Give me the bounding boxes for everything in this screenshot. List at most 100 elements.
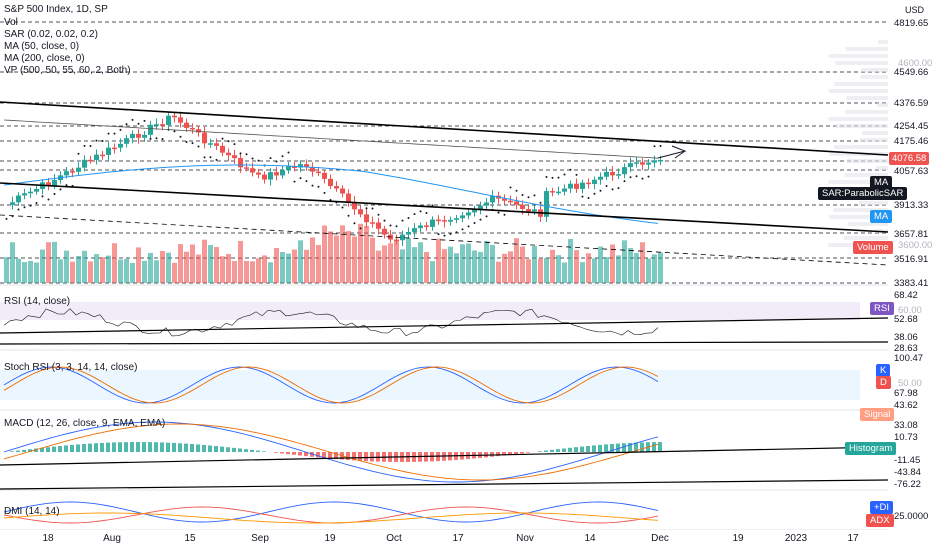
candle-body (184, 122, 189, 128)
stoch-grid-label: 50.00 (898, 378, 922, 389)
volume-bar (508, 251, 513, 283)
candle-body (460, 215, 465, 219)
candle-body (412, 228, 417, 233)
macd-histogram-bar (598, 444, 602, 452)
volume-bar (70, 261, 75, 283)
volume-profile-bar (876, 166, 888, 170)
candle-body (334, 186, 339, 189)
macd-histogram-bar (166, 442, 170, 452)
candle-body (148, 124, 153, 135)
stoch-pane-label[interactable]: Stoch RSI (3, 3, 14, 14, close) (4, 362, 138, 373)
candle-body (178, 117, 183, 123)
volume-bar (64, 250, 69, 283)
volume-bar (268, 262, 273, 283)
volume-bar (112, 243, 117, 283)
volume-bar (190, 244, 195, 283)
macd-histogram-bar (10, 451, 14, 452)
volume-bar (484, 240, 489, 283)
sar-dot (443, 234, 446, 237)
sar-dot (599, 189, 602, 192)
chart-canvas[interactable] (0, 0, 888, 530)
symbol-title[interactable]: S&P 500 Index, 1D, SP (4, 4, 108, 15)
candle-body (550, 191, 555, 193)
candle-body (640, 162, 645, 165)
candle-body (196, 129, 201, 133)
macd-histogram-bar (526, 452, 530, 453)
sar-dot (257, 159, 260, 162)
rsi-line (3, 308, 659, 337)
stoch-level: 100.47 (894, 353, 924, 364)
price-level: 3913.33 (894, 200, 929, 211)
volume-profile-bar (843, 236, 888, 240)
volume-profile-bar (828, 180, 888, 184)
volume-bar (22, 262, 27, 283)
candle-body (160, 124, 165, 126)
sar-dot (197, 145, 200, 148)
macd-histogram-bar (280, 452, 284, 454)
macd-histogram-bar (184, 443, 188, 452)
sar-dot (191, 142, 194, 145)
price-level: 4175.46 (894, 136, 929, 147)
sar-dot (209, 156, 212, 159)
sar-dot (239, 152, 242, 155)
candle-body (172, 115, 177, 118)
candle-body (100, 154, 105, 157)
macd-histogram-bar (304, 452, 308, 457)
macd-histogram-bar (34, 448, 38, 452)
indicator-sar[interactable]: SAR (0.02, 0.02, 0.2) (4, 29, 98, 40)
rsi-band (0, 302, 860, 320)
price-level: 4376.59 (894, 98, 929, 109)
indicator-vp[interactable]: VP (500, 50, 55, 60, 2, Both) (4, 65, 131, 76)
time-tick: 19 (732, 533, 744, 544)
macd-histogram-bar (16, 450, 20, 452)
sar-dot (389, 224, 392, 227)
volume-bar (466, 243, 471, 283)
candle-body (598, 176, 603, 180)
volume-bar (538, 258, 543, 283)
macd-histogram-bar (616, 443, 620, 452)
volume-bar (58, 259, 63, 283)
sar-dot (275, 160, 278, 163)
volume-bar (418, 242, 423, 283)
sar-dot (299, 177, 302, 180)
sar-dot (461, 228, 464, 231)
stoch-d-tag: D (876, 376, 891, 389)
sar-dot (575, 173, 578, 176)
candle-body (526, 208, 531, 212)
volume-bar (214, 247, 219, 283)
currency-label: USD (904, 5, 924, 15)
candle-body (370, 222, 375, 224)
macd-histogram-bar (640, 442, 644, 452)
candle-body (82, 159, 87, 168)
indicator-ma50[interactable]: MA (50, close, 0) (4, 41, 80, 52)
last-price-badge: 4076.58 (889, 152, 930, 165)
sar-dot (641, 177, 644, 180)
candle-body (478, 205, 483, 209)
macd-histogram-bar (292, 452, 296, 455)
sar-dot (497, 211, 500, 214)
trendline-upper (0, 101, 888, 156)
macd-pane-label[interactable]: MACD (12, 26, close, 9, EMA, EMA) (4, 418, 166, 429)
indicator-ma200[interactable]: MA (200, close, 0) (4, 53, 85, 64)
rsi-trendline (0, 341, 888, 345)
volume-bar (280, 252, 285, 283)
candle-body (580, 182, 585, 189)
volume-bar (118, 259, 123, 283)
sar-dot (659, 144, 662, 147)
rsi-pane-label[interactable]: RSI (14, close) (4, 296, 71, 307)
sar-dot (77, 152, 80, 155)
macd-level: -43.84 (894, 467, 921, 478)
dmi-pane-label[interactable]: DMI (14, 14) (4, 506, 60, 517)
candle-body (136, 133, 141, 138)
sar-dot (311, 184, 314, 187)
volume-bar (298, 240, 303, 283)
time-tick: 2023 (784, 533, 808, 544)
macd-histogram-bar (130, 442, 134, 452)
sar-dot (479, 218, 482, 221)
sar-dot (563, 173, 566, 176)
price-level: 4549.66 (894, 67, 929, 78)
volume-bar (220, 256, 225, 283)
price-level: 4057.63 (894, 166, 929, 177)
volume-bar (346, 231, 351, 283)
indicator-vol[interactable]: Vol (4, 17, 18, 28)
